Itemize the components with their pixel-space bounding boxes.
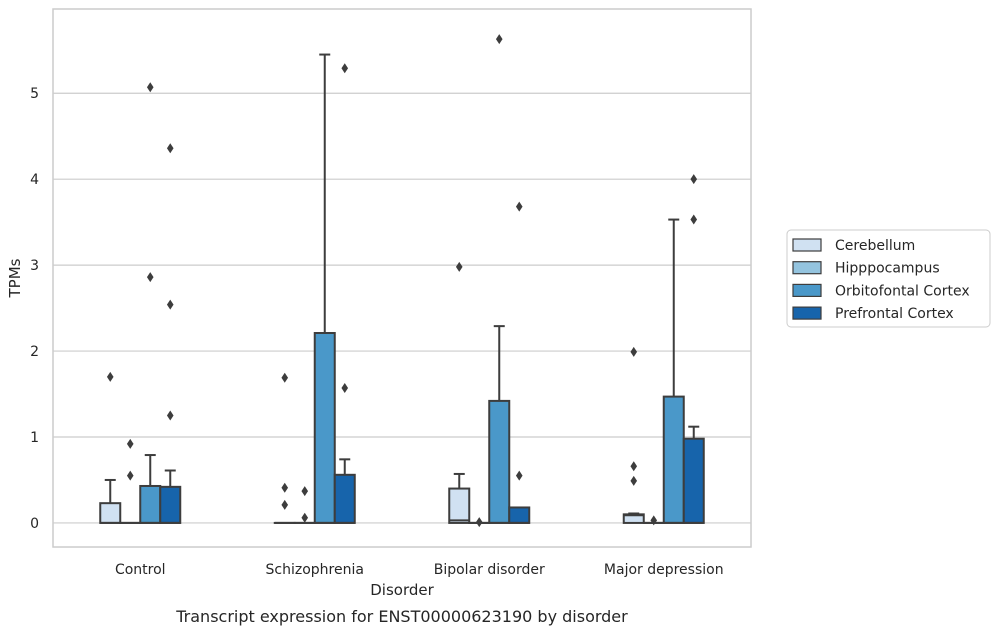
outlier-point [281,482,289,493]
outlier-point [106,371,114,382]
box-prefrontal-cortex [508,201,531,524]
outlier-point [281,499,289,510]
outlier-point [690,174,698,185]
outlier-point [126,470,134,481]
legend: Cerebellum Hipppocampus Orbitofontal Corte… [786,229,991,328]
box-orbitofontal-cortex [139,82,162,524]
y-tick-label: 0 [30,516,39,532]
box-iqr [682,437,705,524]
box-hipppocampus [293,486,316,524]
box-hipppocampus [468,517,491,528]
box-iqr [313,332,336,524]
box-iqr [662,395,685,524]
x-tick-label: Major depression [604,562,724,578]
x-tick-label: Bipolar disorder [434,562,545,578]
plot-area-frame [52,8,752,548]
y-axis-title: TPMs [6,258,24,298]
y-tick-label: 4 [30,172,39,188]
y-tick-label: 1 [30,430,39,446]
x-axis-title: Disorder [370,581,434,599]
box-iqr [99,502,122,524]
outlier-point [475,517,483,528]
outlier-point [166,410,174,421]
outlier-point [126,438,134,449]
legend-frame [786,229,991,328]
box-iqr [139,484,162,524]
x-axis-ticks: Control Schizophrenia Bipolar disorder Majo… [115,562,724,578]
outlier-point [146,82,154,93]
y-tick-label: 5 [30,86,39,102]
box-orbitofontal-cortex [662,218,685,524]
outlier-point [146,272,154,283]
outlier-point [166,143,174,154]
figure-caption: Transcript expression for ENST0000062319… [175,607,628,626]
legend-swatch [792,283,822,297]
outlier-point [650,515,658,526]
outlier-point [301,486,309,497]
box-iqr [488,399,511,524]
box-orbitofontal-cortex [488,34,511,524]
outlier-point [515,201,523,212]
y-tick-label: 2 [30,344,39,360]
outlier-point [166,299,174,310]
outlier-point [630,475,638,486]
box-cerebellum [622,346,645,524]
legend-label: Prefrontal Cortex [835,306,954,322]
box-cerebellum [448,261,471,524]
y-tick-label: 3 [30,258,39,274]
legend-swatch [792,261,822,275]
legend-label: Orbitofontal Cortex [835,283,970,299]
outlier-point [630,346,638,357]
box-iqr [333,473,356,524]
box-prefrontal-cortex [159,143,182,524]
box-orbitofontal-cortex [313,53,336,524]
gridlines [53,92,751,524]
outlier-point [515,470,523,481]
boxes [99,34,705,528]
y-axis-ticks: 0 1 2 3 4 5 [30,86,39,532]
legend-swatch [792,238,822,252]
outlier-point [341,383,349,394]
x-tick-label: Schizophrenia [266,562,364,578]
box-cerebellum [273,372,296,524]
legend-label: Hipppocampus [835,261,940,277]
outlier-point [690,214,698,225]
outlier-point [341,63,349,74]
box-prefrontal-cortex [333,63,356,524]
outlier-point [495,34,503,45]
outlier-point [281,372,289,383]
box-iqr [508,506,531,524]
box-iqr [448,487,471,524]
outlier-point [630,461,638,472]
outlier-point [301,512,309,523]
box-hipppocampus [642,515,665,526]
x-tick-label: Control [115,562,166,578]
box-iqr [159,485,182,524]
box-prefrontal-cortex [682,174,705,524]
box-hipppocampus [119,438,142,524]
legend-label: Cerebellum [835,238,915,254]
legend-swatch [792,306,822,320]
box-cerebellum [99,371,122,524]
outlier-point [455,261,463,272]
